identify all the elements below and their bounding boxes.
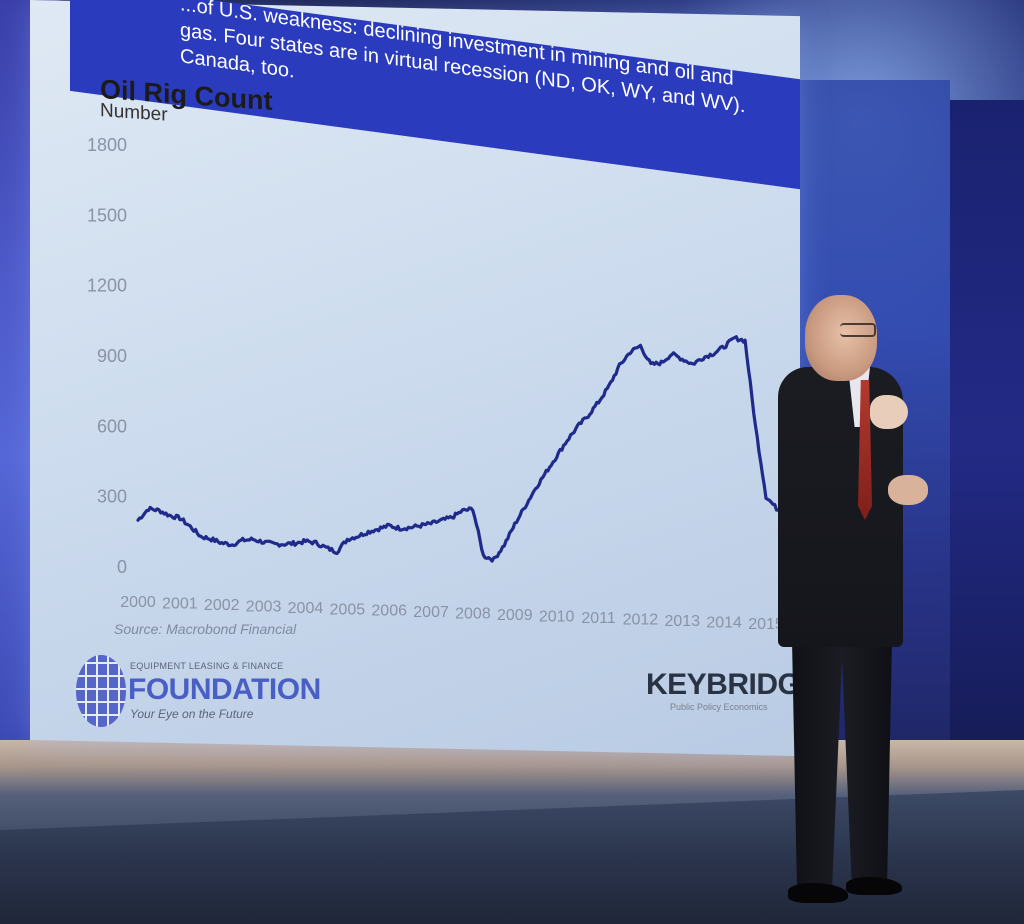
presenter	[770, 295, 940, 915]
y-tick-label: 1500	[87, 205, 127, 225]
x-tick-label: 2011	[581, 610, 616, 627]
y-tick-label: 1800	[87, 135, 127, 155]
x-tick-label: 2005	[330, 601, 366, 618]
y-tick-label: 0	[117, 557, 127, 577]
x-tick-label: 2007	[413, 604, 449, 621]
x-tick-label: 2014	[706, 614, 742, 631]
presenter-head	[805, 295, 877, 381]
series-line	[136, 335, 789, 563]
x-tick-label: 2000	[120, 594, 156, 611]
y-tick-labels: 0 300 600 900 1200 1500 1800	[87, 135, 127, 577]
x-tick-label: 2013	[664, 613, 700, 630]
logo-left-name: FOUNDATION	[128, 673, 321, 706]
x-tick-label: 2012	[623, 611, 659, 628]
x-tick-label: 2008	[455, 606, 491, 623]
x-tick-label: 2004	[288, 600, 324, 617]
elf-foundation-logo: EQUIPMENT LEASING & FINANCE FOUNDATION Y…	[76, 655, 326, 735]
presenter-legs	[792, 640, 892, 890]
logo-right-name: KEYBRIDGE	[646, 668, 820, 701]
y-tick-label: 900	[97, 346, 127, 366]
y-tick-label: 1200	[87, 276, 127, 296]
logo-right-sub: Public Policy Economics	[670, 702, 768, 712]
logo-left-small-text: EQUIPMENT LEASING & FINANCE	[130, 661, 284, 671]
stage-wall-panel-right	[950, 100, 1024, 790]
y-tick-label: 600	[97, 416, 127, 436]
x-tick-label: 2015	[748, 616, 784, 633]
x-tick-label: 2010	[539, 609, 575, 626]
keybridge-logo: KEYBRIDGE Public Policy Economics	[646, 668, 820, 712]
presenter-tie	[858, 380, 872, 520]
chart-source: Source: Macrobond Financial	[114, 621, 297, 637]
x-tick-label: 2001	[162, 595, 198, 612]
x-tick-label: 2003	[246, 598, 282, 615]
glasses-icon	[840, 323, 876, 337]
x-tick-label: 2009	[497, 607, 533, 624]
x-tick-label: 2006	[371, 603, 407, 620]
logo-left-tagline: Your Eye on the Future	[130, 707, 254, 721]
y-tick-label: 300	[97, 487, 127, 507]
presenter-shoe	[846, 877, 902, 895]
presenter-hand	[888, 475, 928, 505]
presenter-shoe	[788, 883, 848, 903]
x-tick-label: 2002	[204, 597, 240, 614]
presenter-hand	[870, 395, 908, 429]
globe-icon	[76, 655, 126, 727]
x-tick-labels: 2000 2001 2002 2003 2004 2005 2006 2007 2008 2009…	[120, 594, 784, 633]
